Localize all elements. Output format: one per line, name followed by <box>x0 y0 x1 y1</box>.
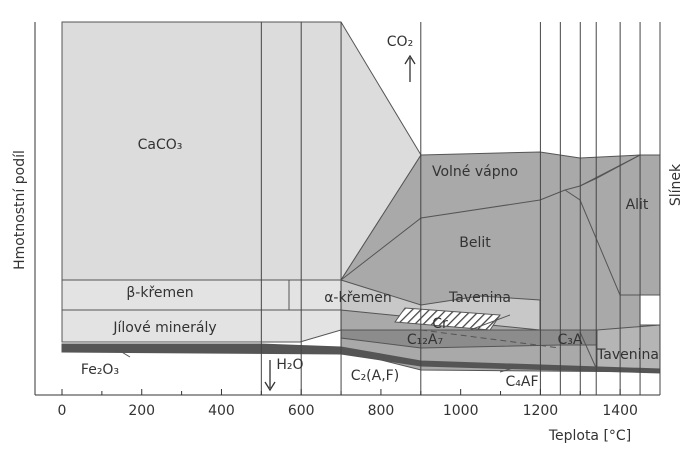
y-axis-label: Hmotnostní podíl <box>12 150 28 270</box>
region-gap <box>639 294 661 326</box>
x-tick-label: 200 <box>128 403 155 419</box>
region-label: Volné vápno <box>432 164 518 180</box>
region-label: C₃A <box>558 332 583 348</box>
x-tick-label: 800 <box>368 403 395 419</box>
region-label: Cr <box>432 316 448 332</box>
region-label: Tavenina <box>596 347 659 363</box>
boundary <box>579 154 641 187</box>
region-label: Jílové minerály <box>112 320 216 336</box>
region-label: Alit <box>626 197 649 213</box>
boundary <box>579 331 598 371</box>
region-label: H₂O <box>276 357 303 373</box>
region-label: β-křemen <box>126 285 193 301</box>
pointer <box>114 347 131 358</box>
x-tick-label: 0 <box>58 403 67 419</box>
x-tick-label: 400 <box>208 403 235 419</box>
x-tick-label: 600 <box>288 403 315 419</box>
region-label: CO₂ <box>387 34 413 50</box>
pointer <box>499 365 521 373</box>
region-label: C₂(A,F) <box>351 368 399 384</box>
region-label: C₄AF <box>505 374 538 390</box>
x-tick-label: 1200 <box>523 403 559 419</box>
region-label: Tavenina <box>448 290 511 306</box>
arrow-head <box>264 381 276 392</box>
region-label: CaCO₃ <box>138 137 183 153</box>
arrow-head <box>404 54 416 65</box>
arrows <box>264 54 416 392</box>
region-label: C₁₂A₇ <box>407 332 443 348</box>
x-tick-label: 1400 <box>602 403 638 419</box>
pointer <box>469 314 511 331</box>
region-c12a7 <box>340 329 598 349</box>
region-label: α-křemen <box>324 290 392 306</box>
x-axis-label: Teplota [°C] <box>548 428 631 444</box>
right-label: Slínek <box>668 163 684 206</box>
region-label: Fe₂O₃ <box>81 362 119 378</box>
region-clay <box>61 309 342 343</box>
boundary <box>564 189 640 296</box>
region-label: Belit <box>459 235 491 251</box>
boundary <box>420 329 561 349</box>
x-tick-label: 1000 <box>443 403 479 419</box>
